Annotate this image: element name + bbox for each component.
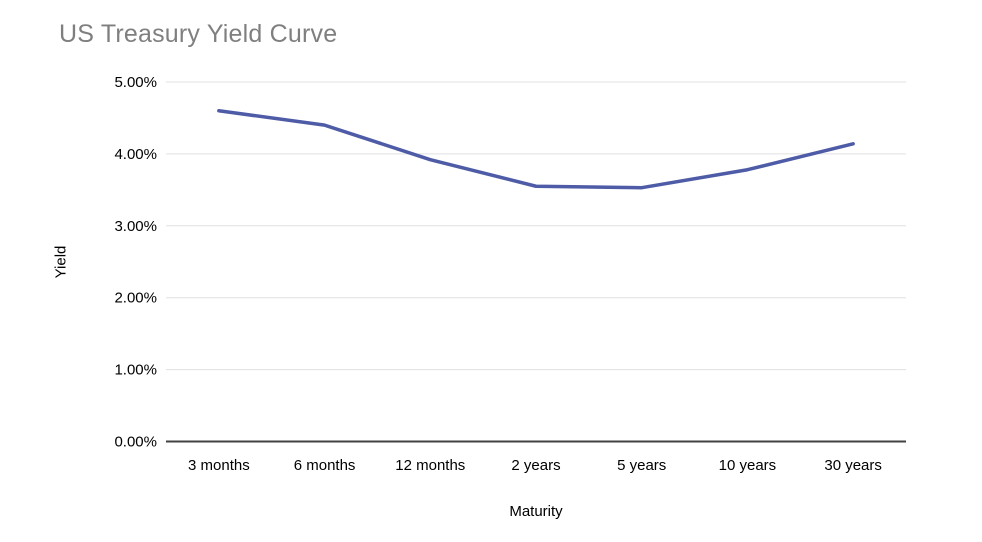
x-tick-label: 30 years (824, 457, 882, 474)
y-tick-label: 3.00% (114, 218, 157, 235)
x-tick-label: 12 months (395, 457, 465, 474)
chart-title: US Treasury Yield Curve (59, 20, 338, 48)
x-tick-label: 6 months (294, 457, 356, 474)
y-tick-label: 1.00% (114, 362, 157, 379)
x-tick-label: 2 years (511, 457, 560, 474)
y-tick-label: 4.00% (114, 146, 157, 163)
x-tick-label: 5 years (617, 457, 666, 474)
y-tick-label: 0.00% (114, 434, 157, 451)
y-tick-label: 2.00% (114, 290, 157, 307)
y-tick-label: 5.00% (114, 74, 157, 91)
x-tick-label: 10 years (719, 457, 777, 474)
x-tick-label: 3 months (188, 457, 250, 474)
yield-series-line (217, 109, 855, 190)
x-axis-title: Maturity (509, 503, 563, 520)
